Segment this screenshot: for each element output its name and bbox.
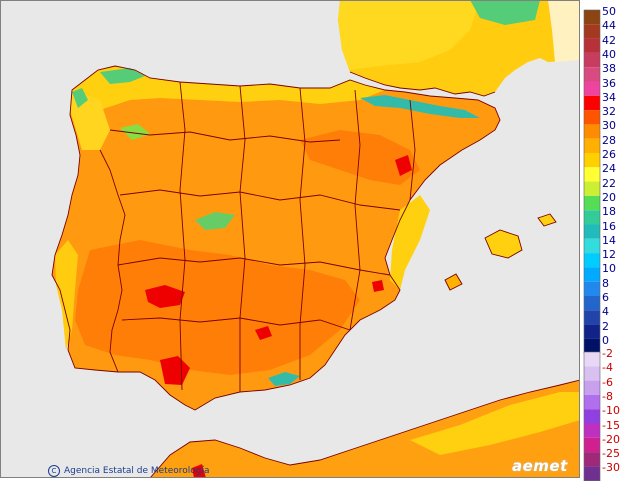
legend-positive-swatch — [584, 110, 600, 125]
legend-positive-label: 6 — [602, 291, 609, 304]
legend-negative-label: -6 — [602, 375, 613, 389]
legend-negative-label: -10 — [602, 404, 620, 418]
cool-patch-alps — [470, 0, 540, 25]
north-africa — [150, 380, 580, 478]
legend-negative-label: -8 — [602, 389, 613, 403]
legend-negative-label: -20 — [602, 432, 620, 446]
legend-positive-swatch — [584, 81, 600, 96]
france-pale-edge — [548, 0, 580, 62]
legend-negative-frame — [583, 351, 601, 481]
warm-zone-south — [75, 240, 360, 375]
legend-negative-swatch — [584, 437, 600, 453]
legend-positive-swatch — [584, 253, 600, 268]
legend-positive-label: 0 — [602, 333, 609, 347]
agency-credit: C Agencia Estatal de Meteorología — [48, 465, 210, 477]
legend-positive-swatch — [584, 24, 600, 39]
legend-positive-swatch — [584, 210, 600, 225]
cool-patch-cantabria — [100, 68, 145, 84]
legend-negative-label: -30 — [602, 461, 620, 475]
legend-positive-label: 32 — [602, 105, 616, 119]
legend-negative-scale — [583, 351, 601, 481]
legend-negative-swatch — [584, 366, 600, 381]
legend-positive-swatch — [584, 181, 600, 196]
legend-positive-label: 20 — [602, 190, 616, 204]
legend-positive-swatch — [584, 224, 600, 239]
legend-positive-swatch — [584, 296, 600, 311]
legend-positive-label: 16 — [602, 219, 616, 233]
island-menorca — [538, 214, 556, 226]
legend-positive-label: 28 — [602, 133, 616, 147]
island-mallorca — [485, 230, 522, 258]
legend-negative-swatch — [584, 352, 600, 367]
borders — [51, 65, 580, 478]
legend-negative-swatch — [584, 452, 600, 467]
legend-positive-label: 10 — [602, 262, 616, 276]
legend-positive-label: 30 — [602, 119, 616, 133]
legend-positive-swatch — [584, 67, 600, 82]
legend-positive-label: 50 — [602, 5, 616, 18]
legend-positive-swatch — [584, 10, 600, 25]
legend-negative-swatch — [584, 466, 600, 481]
warm-zone-ebro — [300, 130, 420, 185]
legend-negative-label: -4 — [602, 361, 613, 375]
legend-positive-label: 40 — [602, 47, 616, 61]
legend-positive-swatch — [584, 138, 600, 153]
legend-positive-swatch — [584, 95, 600, 111]
cool-patch-north-central — [120, 124, 150, 140]
aemet-logo: aemet — [512, 457, 568, 475]
legend-positive-swatch — [584, 195, 600, 211]
legend-positive-swatch — [584, 52, 600, 68]
legend-negative-swatch — [584, 394, 600, 410]
legend-positive-swatch — [584, 153, 600, 168]
legend-positive-label: 18 — [602, 205, 616, 219]
map-frame — [0, 0, 580, 478]
legend-positive-swatch — [584, 38, 600, 53]
legend-positive-label: 42 — [602, 33, 616, 47]
legend-positive-swatch — [584, 267, 600, 282]
legend-negative-label: -25 — [602, 447, 620, 461]
legend-positive-label: 2 — [602, 319, 609, 333]
portugal-coast-cool — [55, 240, 78, 350]
legend-positive-swatch — [584, 281, 600, 296]
hot-spot-jaen — [255, 326, 272, 340]
credit-text: Agencia Estatal de Meteorología — [64, 466, 210, 476]
hot-spot-ebro — [395, 155, 412, 176]
legend-positive-label: 26 — [602, 148, 616, 161]
legend-positive-label: 12 — [602, 248, 616, 262]
legend-positive-label: 34 — [602, 90, 616, 104]
legend-positive-label: 4 — [602, 305, 609, 319]
copyright-icon: C — [48, 465, 60, 477]
legend-positive-label: 8 — [602, 276, 609, 290]
legend-positive-swatch — [584, 338, 600, 354]
cool-patch-pyrenees — [360, 95, 480, 118]
legend-positive-label: 14 — [602, 233, 616, 247]
cool-patch-sierra-nevada — [268, 372, 300, 386]
legend-positive-label: 44 — [602, 19, 616, 33]
legend-negative-swatch — [584, 423, 600, 438]
legend-negative-label: -15 — [602, 418, 620, 432]
hot-spot-guadalquivir — [160, 356, 190, 385]
cool-patch-galicia — [72, 88, 88, 108]
hot-spot-guadiana — [145, 285, 185, 308]
north-africa-coast — [410, 392, 580, 455]
legend-negative-swatch — [584, 380, 600, 395]
legend-negative-label: -2 — [602, 347, 613, 360]
hot-spot-valencia — [372, 280, 384, 292]
cool-patch-central — [195, 212, 235, 230]
east-coast-cool — [390, 195, 430, 290]
legend-positive-swatch — [584, 238, 600, 254]
france-warm — [338, 0, 480, 70]
legend-negative-swatch — [584, 409, 600, 424]
legend-positive-label: 24 — [602, 162, 616, 176]
legend-positive-label: 36 — [602, 76, 616, 90]
legend-positive-swatch — [584, 124, 600, 139]
legend-positive-scale — [583, 9, 601, 354]
legend-positive-label: 22 — [602, 176, 616, 190]
legend-positive-swatch — [584, 324, 600, 339]
legend-positive-label: 38 — [602, 62, 616, 76]
legend-positive-swatch — [584, 167, 600, 182]
legend-positive-swatch — [584, 310, 600, 325]
hot-spot-africa — [192, 464, 206, 478]
